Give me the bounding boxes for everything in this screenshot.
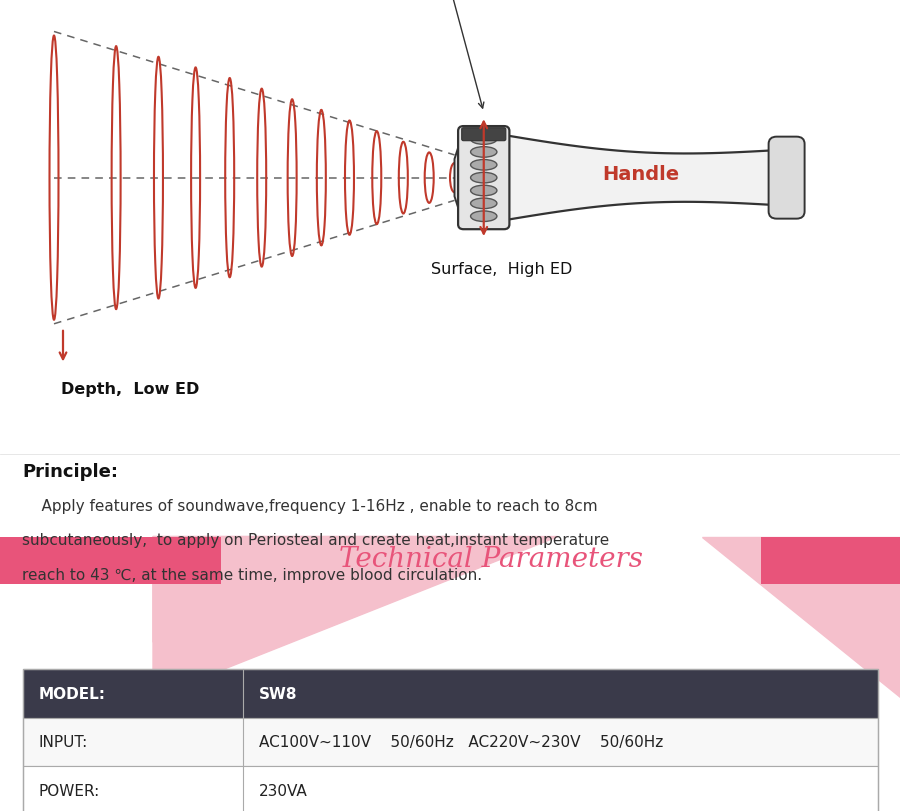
Text: Handle: Handle xyxy=(603,165,680,184)
Text: Apply features of soundwave,frequency 1-16Hz , enable to reach to 8cm: Apply features of soundwave,frequency 1-… xyxy=(22,499,598,513)
Ellipse shape xyxy=(471,148,497,158)
Text: Technical Parameters: Technical Parameters xyxy=(338,545,643,573)
Ellipse shape xyxy=(471,199,497,209)
Polygon shape xyxy=(153,537,495,642)
Bar xyxy=(760,537,900,584)
Ellipse shape xyxy=(471,186,497,196)
Polygon shape xyxy=(153,537,558,697)
Text: Surface,  High ED: Surface, High ED xyxy=(431,261,572,277)
Polygon shape xyxy=(702,537,900,697)
Text: MODEL:: MODEL: xyxy=(39,686,105,701)
Bar xyxy=(22,718,878,766)
FancyBboxPatch shape xyxy=(769,137,805,219)
Bar xyxy=(22,669,878,718)
Ellipse shape xyxy=(471,212,497,222)
Text: reach to 43 ℃, at the same time, improve blood circulation.: reach to 43 ℃, at the same time, improve… xyxy=(22,567,482,581)
Text: 230VA: 230VA xyxy=(259,783,308,798)
Text: POWER:: POWER: xyxy=(39,783,100,798)
Ellipse shape xyxy=(471,135,497,145)
FancyBboxPatch shape xyxy=(462,128,506,141)
Bar xyxy=(22,669,878,811)
Text: INPUT:: INPUT: xyxy=(39,735,88,749)
Text: Principle:: Principle: xyxy=(22,462,119,480)
Polygon shape xyxy=(454,131,464,225)
Bar xyxy=(22,766,878,811)
Bar xyxy=(0,537,220,584)
Ellipse shape xyxy=(471,161,497,171)
Text: SW8: SW8 xyxy=(259,686,298,701)
FancyBboxPatch shape xyxy=(458,127,509,230)
Text: subcutaneously,  to apply on Periosteal and create heat,instant temperature: subcutaneously, to apply on Periosteal a… xyxy=(22,533,610,547)
Text: Depth,  Low ED: Depth, Low ED xyxy=(61,381,200,396)
Ellipse shape xyxy=(471,173,497,184)
Polygon shape xyxy=(504,135,778,221)
Text: AC100V~110V    50/60Hz   AC220V~230V    50/60Hz: AC100V~110V 50/60Hz AC220V~230V 50/60Hz xyxy=(259,735,663,749)
